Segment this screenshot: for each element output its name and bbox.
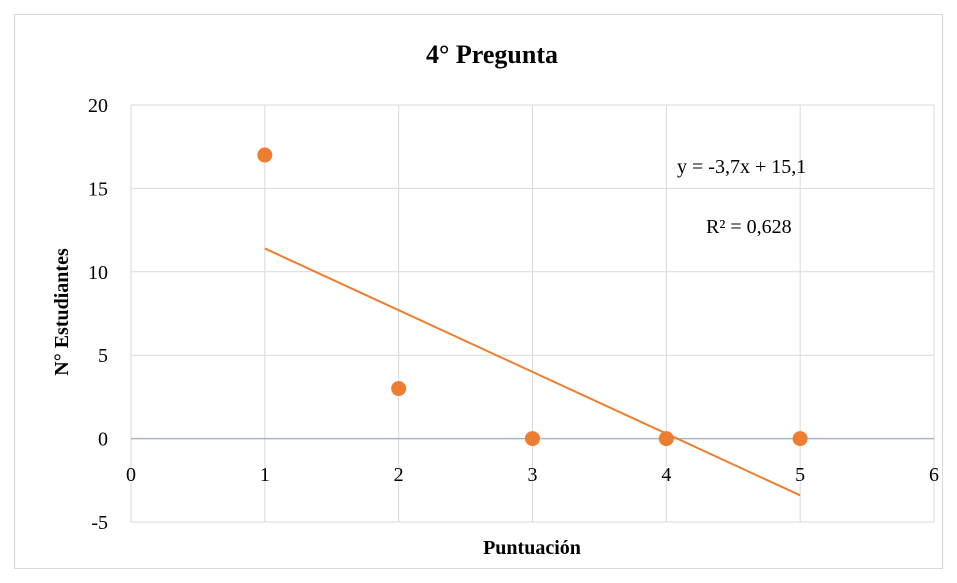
trendline (264, 247, 801, 497)
grid-layer (130, 104, 935, 523)
x-axis-label: Puntuación (483, 537, 581, 559)
data-point (658, 431, 674, 447)
x-tick-label: 4 (661, 464, 671, 486)
y-axis-label: N° Estudiantes (51, 248, 73, 376)
data-point (257, 147, 273, 163)
chart-title: 4° Pregunta (426, 40, 558, 69)
y-tick-label: 5 (98, 345, 108, 367)
y-tick-label: 10 (88, 262, 108, 284)
x-tick-label: 5 (795, 464, 805, 486)
x-tick-label: 0 (126, 464, 136, 486)
x-tick-label: 6 (929, 464, 939, 486)
y-tick-label: -5 (91, 512, 108, 534)
data-point (792, 431, 808, 447)
trendline-equation: y = -3,7x + 15,1 (677, 156, 806, 178)
x-tick-label: 1 (260, 464, 270, 486)
data-point (525, 431, 540, 447)
x-tick-label: 3 (528, 464, 538, 486)
data-point (391, 381, 407, 397)
y-tick-label: 15 (88, 178, 108, 200)
trendline-layer (264, 247, 801, 497)
labels-layer: 4° Pregunta Puntuación N° Estudiantes y … (51, 40, 939, 559)
x-tick-label: 2 (394, 464, 404, 486)
y-tick-label: 0 (98, 429, 108, 451)
chart-frame (14, 14, 943, 569)
trendline-r2: R² = 0,628 (706, 216, 792, 238)
points-layer (257, 147, 808, 447)
y-tick-label: 20 (88, 95, 108, 117)
